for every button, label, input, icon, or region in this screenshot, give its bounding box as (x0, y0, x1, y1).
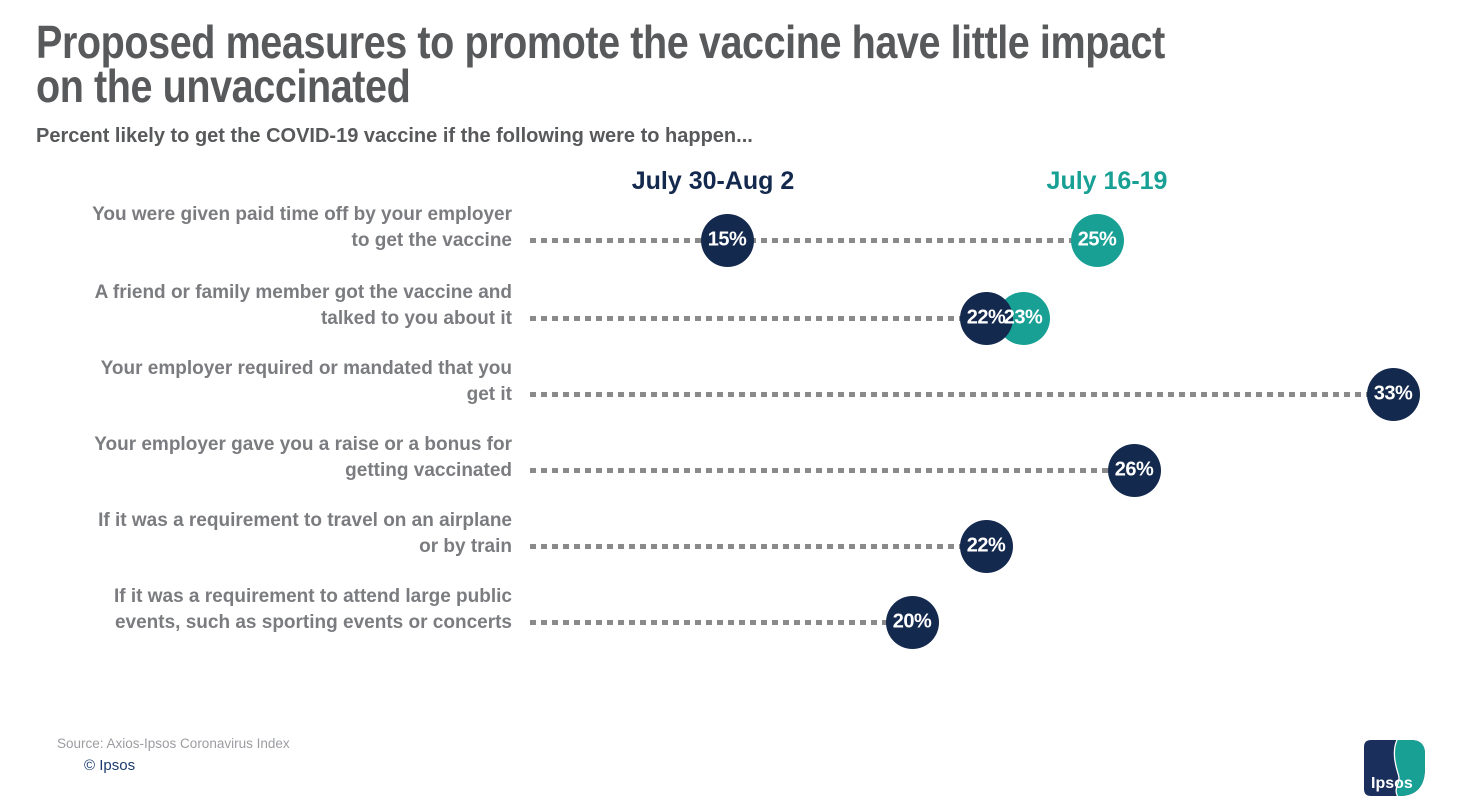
dot-navy (959, 519, 1013, 573)
category-label: Your employer required or mandated that … (100, 358, 512, 405)
dot-value: 20% (892, 610, 932, 633)
dot-value: 15% (707, 228, 747, 251)
dotted-line (530, 315, 1023, 321)
dotted-line (530, 467, 1134, 473)
chart-subtitle: Percent likely to get the COVID-19 vacci… (36, 125, 753, 147)
dot-navy (700, 213, 754, 267)
copyright-note: © Ipsos (84, 757, 136, 774)
dot-navy (959, 291, 1013, 345)
category-label: You were given paid time off by your emp… (92, 204, 512, 251)
category-label: If it was a requirement to travel on an … (98, 510, 512, 557)
dot-value: 25% (1077, 228, 1117, 251)
category-label: If it was a requirement to attend large … (113, 586, 512, 633)
category-label: Your employer gave you a raise or a bonu… (94, 434, 512, 481)
dot-navy (1107, 443, 1161, 497)
dot-value: 26% (1114, 458, 1154, 481)
dot-value: 22% (966, 306, 1006, 329)
dotted-line (530, 391, 1393, 397)
dot-value: 22% (966, 534, 1006, 557)
dot-value: 33% (1373, 382, 1413, 405)
ipsos-logo-graphic: Ipsos (1364, 739, 1425, 797)
dot-teal (1070, 213, 1124, 267)
category-label: A friend or family member got the vaccin… (94, 282, 512, 329)
dotted-line (530, 619, 912, 625)
source-note: Source: Axios-Ipsos Coronavirus Index (57, 736, 290, 751)
dot-navy (885, 595, 939, 649)
page-title: Proposed measures to promote the vaccine… (36, 16, 1165, 112)
ipsos-logo: Ipsos (1364, 739, 1425, 797)
legend-series-july16-19: July 16-19 (1046, 167, 1168, 195)
ipsos-logo-text: Ipsos (1371, 775, 1413, 792)
dotted-line (530, 543, 986, 549)
dotted-line (530, 237, 1097, 243)
dot-navy (1366, 367, 1420, 421)
dot-value: 23% (1003, 306, 1043, 329)
legend-series-july30-aug2: July 30-Aug 2 (631, 167, 795, 195)
